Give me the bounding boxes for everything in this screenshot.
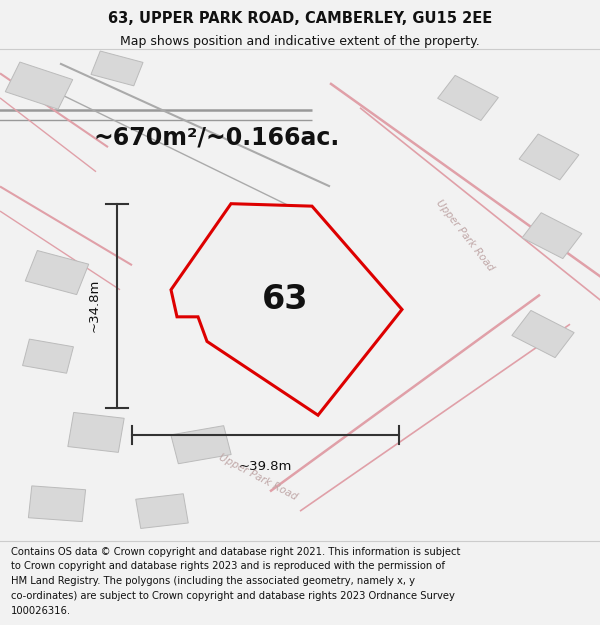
Text: Map shows position and indicative extent of the property.: Map shows position and indicative extent…	[120, 35, 480, 48]
Polygon shape	[68, 412, 124, 452]
Polygon shape	[5, 62, 73, 109]
Polygon shape	[91, 51, 143, 86]
Text: 63: 63	[262, 283, 308, 316]
Polygon shape	[136, 494, 188, 529]
Polygon shape	[262, 223, 326, 273]
Polygon shape	[171, 204, 402, 415]
Polygon shape	[23, 339, 73, 373]
Polygon shape	[28, 486, 86, 522]
Polygon shape	[437, 76, 499, 121]
Text: ~670m²/~0.166ac.: ~670m²/~0.166ac.	[93, 125, 339, 149]
Text: Upper Park Road: Upper Park Road	[434, 198, 496, 273]
Text: Upper Park Road: Upper Park Road	[217, 452, 299, 502]
Polygon shape	[519, 134, 579, 180]
Text: ~39.8m: ~39.8m	[239, 461, 292, 473]
Text: co-ordinates) are subject to Crown copyright and database rights 2023 Ordnance S: co-ordinates) are subject to Crown copyr…	[11, 591, 455, 601]
Polygon shape	[522, 213, 582, 259]
Text: 63, UPPER PARK ROAD, CAMBERLEY, GU15 2EE: 63, UPPER PARK ROAD, CAMBERLEY, GU15 2EE	[108, 11, 492, 26]
Polygon shape	[25, 251, 89, 294]
Text: HM Land Registry. The polygons (including the associated geometry, namely x, y: HM Land Registry. The polygons (includin…	[11, 576, 415, 586]
Polygon shape	[512, 311, 574, 358]
Text: ~34.8m: ~34.8m	[88, 279, 101, 332]
Text: to Crown copyright and database rights 2023 and is reproduced with the permissio: to Crown copyright and database rights 2…	[11, 561, 445, 571]
Text: Contains OS data © Crown copyright and database right 2021. This information is : Contains OS data © Crown copyright and d…	[11, 546, 460, 556]
Text: 100026316.: 100026316.	[11, 606, 71, 616]
Polygon shape	[171, 426, 231, 464]
